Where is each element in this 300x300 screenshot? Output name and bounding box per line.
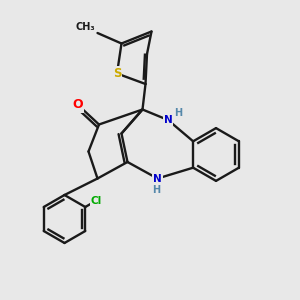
Text: O: O <box>73 98 83 112</box>
Text: N: N <box>153 173 162 184</box>
Text: Cl: Cl <box>91 196 102 206</box>
Text: H: H <box>174 107 183 118</box>
Text: S: S <box>113 67 121 80</box>
Text: N: N <box>164 115 172 125</box>
Text: CH₃: CH₃ <box>76 22 95 32</box>
Text: H: H <box>152 185 160 195</box>
